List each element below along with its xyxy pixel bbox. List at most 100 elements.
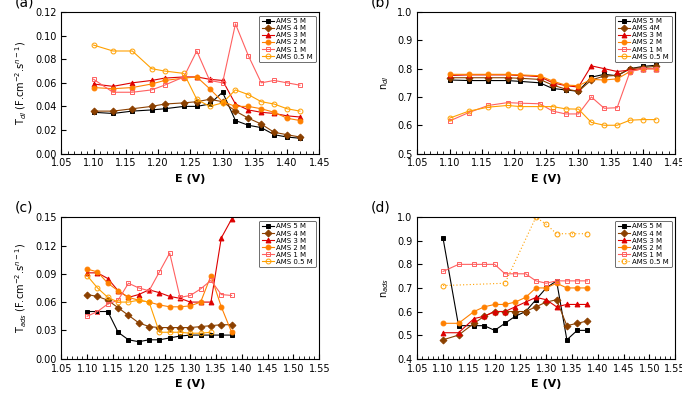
AMS 4 M — [166, 325, 174, 330]
AMS 5 M — [535, 81, 544, 85]
AMS 5 M — [244, 123, 252, 128]
AMS 1 M — [104, 301, 112, 306]
AMS 4M — [516, 76, 524, 81]
AMS 3 M — [445, 73, 454, 78]
AMS 3 M — [552, 304, 561, 309]
AMS 4 M — [124, 313, 132, 318]
AMS 2 M — [626, 69, 634, 74]
AMS 1 M — [155, 270, 164, 274]
AMS 5 M — [454, 323, 462, 328]
AMS 3 M — [626, 68, 634, 73]
AMS 1 M — [552, 278, 561, 283]
AMS 4 M — [542, 300, 550, 305]
AMS 2 M — [180, 76, 188, 81]
Line: AMS 4 M: AMS 4 M — [85, 292, 234, 330]
AMS 0.5 M — [147, 66, 155, 71]
Y-axis label: n$_{dl}$: n$_{dl}$ — [380, 76, 391, 90]
AMS 2 M — [128, 85, 136, 90]
Legend: AMS 5 M, AMS 4 M, AMS 3 M, AMS 2 M, AMS 1 M, AMS 0.5 M: AMS 5 M, AMS 4 M, AMS 3 M, AMS 2 M, AMS … — [259, 16, 316, 62]
AMS 5 M — [193, 104, 201, 109]
AMS 3 M — [193, 75, 201, 79]
AMS 1 M — [639, 66, 647, 71]
Text: (a): (a) — [15, 0, 35, 9]
AMS 3 M — [270, 111, 278, 116]
AMS 2 M — [484, 72, 492, 77]
AMS 1 M — [464, 110, 473, 115]
AMS 5 M — [613, 73, 621, 78]
AMS 5 M — [484, 78, 492, 83]
AMS 2 M — [257, 106, 265, 111]
AMS 2 M — [470, 309, 478, 314]
AMS 5 M — [470, 323, 478, 328]
AMS 3 M — [83, 270, 91, 275]
AMS 2 M — [160, 78, 168, 83]
AMS 2 M — [83, 267, 91, 272]
AMS 4 M — [196, 324, 205, 329]
AMS 2 M — [270, 110, 278, 115]
AMS 2 M — [439, 321, 447, 326]
AMS 2 M — [600, 77, 608, 82]
AMS 3 M — [207, 300, 215, 305]
AMS 1 M — [83, 314, 91, 319]
AMS 0.5 M — [134, 298, 143, 303]
AMS 5 M — [186, 332, 194, 337]
AMS 1 M — [205, 78, 213, 83]
Line: AMS 3 M: AMS 3 M — [441, 295, 590, 335]
AMS 1 M — [296, 83, 304, 87]
AMS 2 M — [573, 285, 581, 290]
AMS 2 M — [218, 99, 226, 104]
AMS 3 M — [583, 302, 591, 307]
AMS 1 M — [532, 278, 540, 283]
Line: AMS 1 M: AMS 1 M — [447, 66, 658, 123]
AMS 5 M — [522, 309, 530, 314]
AMS 0.5 M — [124, 300, 132, 305]
AMS 2 M — [186, 303, 194, 308]
AMS 1 M — [501, 271, 509, 276]
AMS 3 M — [134, 292, 143, 297]
AMS 1 M — [186, 293, 194, 298]
AMS 3 M — [573, 302, 581, 307]
AMS 1 M — [124, 281, 132, 286]
AMS 0.5 M — [166, 330, 174, 334]
AMS 0.5 M — [535, 104, 544, 109]
AMS 4 M — [231, 109, 239, 114]
AMS 3 M — [166, 294, 174, 299]
AMS 2 M — [134, 298, 143, 303]
AMS 5 M — [257, 125, 265, 130]
AMS 0.5 M — [283, 106, 291, 111]
AMS 1 M — [257, 81, 265, 85]
AMS 4M — [464, 75, 473, 80]
AMS 4M — [652, 64, 660, 69]
AMS 5 M — [563, 337, 571, 342]
AMS 1 M — [516, 101, 524, 106]
AMS 2 M — [480, 304, 488, 309]
AMS 2 M — [109, 86, 117, 91]
AMS 4M — [548, 83, 557, 87]
AMS 5 M — [626, 66, 634, 71]
AMS 4 M — [186, 325, 194, 330]
AMS 0.5 M — [155, 330, 164, 334]
X-axis label: E (V): E (V) — [175, 379, 205, 389]
AMS 5 M — [109, 111, 117, 116]
AMS 4 M — [89, 109, 98, 114]
AMS 1 M — [166, 251, 174, 256]
AMS 1 M — [454, 262, 462, 267]
Line: AMS 2 M: AMS 2 M — [447, 66, 658, 88]
AMS 5 M — [561, 87, 569, 92]
AMS 5 M — [270, 132, 278, 137]
AMS 4M — [484, 75, 492, 80]
AMS 2 M — [296, 118, 304, 123]
AMS 3 M — [542, 297, 550, 302]
AMS 2 M — [639, 66, 647, 71]
X-axis label: E (V): E (V) — [531, 174, 561, 184]
AMS 0.5 M — [445, 116, 454, 120]
AMS 5 M — [512, 314, 520, 319]
AMS 3 M — [454, 330, 462, 335]
Line: AMS 3 M: AMS 3 M — [447, 63, 658, 89]
AMS 3 M — [587, 63, 595, 68]
AMS 2 M — [563, 285, 571, 290]
AMS 1 M — [583, 278, 591, 283]
AMS 1 M — [626, 69, 634, 74]
AMS 5 M — [501, 321, 509, 326]
AMS 5 M — [639, 64, 647, 69]
